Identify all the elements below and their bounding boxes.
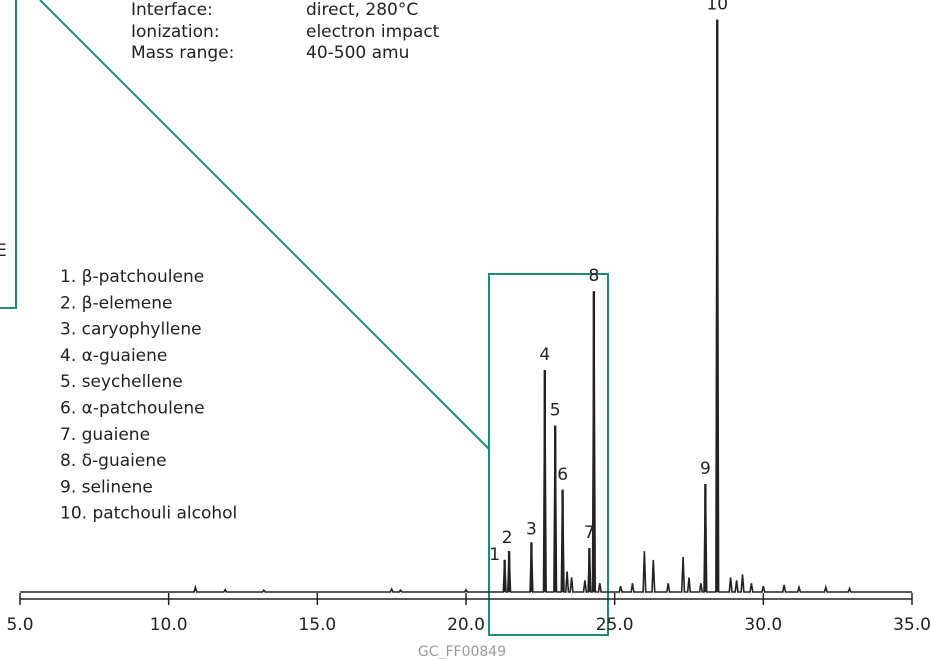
zoom-connector-line [39, 0, 490, 450]
peak-label-6: 6 [557, 465, 568, 485]
compound-legend: 1. β-patchoulene 2. β-elemene 3. caryophyl… [60, 267, 237, 524]
legend-item-7: 7. guaiene [60, 425, 150, 445]
legend-item-4: 4. α-guaiene [60, 346, 167, 366]
x-tick-label-15.0: 15.0 [298, 615, 336, 635]
legend-item-3: 3. caryophyllene [60, 320, 202, 340]
x-tick-label-35.0: 35.0 [893, 615, 930, 635]
peak-label-9: 9 [700, 459, 711, 479]
legend-item-8: 8. δ-guaiene [60, 451, 167, 471]
param-label-ionization: Ionization: [131, 22, 220, 42]
param-value-ionization: electron impact [306, 22, 440, 42]
peak-label-10: 10 [706, 0, 728, 15]
param-value-mass-range: 40-500 amu [306, 43, 409, 63]
inset-side-label: E [0, 241, 7, 261]
x-axis-ticks [19, 593, 913, 605]
legend-item-6: 6. α-patchoulene [60, 399, 205, 419]
peak-marks [503, 19, 719, 592]
peak-label-7: 7 [584, 523, 595, 543]
legend-item-5: 5. seychellene [60, 372, 183, 392]
x-tick-label-10.0: 10.0 [150, 615, 188, 635]
x-axis-tick-labels: 5.0 10.0 15.0 20.0 25.0 30.0 35.0 [6, 615, 930, 635]
legend-item-10: 10. patchouli alcohol [60, 504, 237, 524]
instrument-parameters: Interface: direct, 280°C Ionization: ele… [131, 0, 440, 63]
peak-label-2: 2 [502, 528, 513, 548]
legend-item-9: 9. selinene [60, 477, 153, 497]
peak-label-5: 5 [550, 401, 561, 421]
param-label-interface: Interface: [131, 0, 213, 20]
figure-id-watermark: GC_FF00849 [418, 644, 506, 659]
x-tick-label-20.0: 20.0 [447, 615, 485, 635]
peak-label-1: 1 [489, 545, 500, 565]
peak-label-8: 8 [588, 266, 599, 286]
zoom-highlight-box [488, 273, 609, 636]
legend-item-1: 1. β-patchoulene [60, 267, 204, 287]
chromatogram-trace [20, 19, 912, 593]
x-tick-label-25.0: 25.0 [596, 615, 634, 635]
x-tick-label-30.0: 30.0 [744, 615, 782, 635]
peak-label-4: 4 [539, 345, 550, 365]
x-tick-label-5.0: 5.0 [6, 615, 33, 635]
legend-item-2: 2. β-elemene [60, 293, 173, 313]
inset-frame [0, 0, 17, 309]
peak-labels: 12 3 4 5 6 7 8 9 10 [489, 0, 728, 565]
param-value-interface: direct, 280°C [306, 0, 418, 20]
peak-label-3: 3 [526, 519, 537, 539]
param-label-mass-range: Mass range: [131, 43, 234, 63]
